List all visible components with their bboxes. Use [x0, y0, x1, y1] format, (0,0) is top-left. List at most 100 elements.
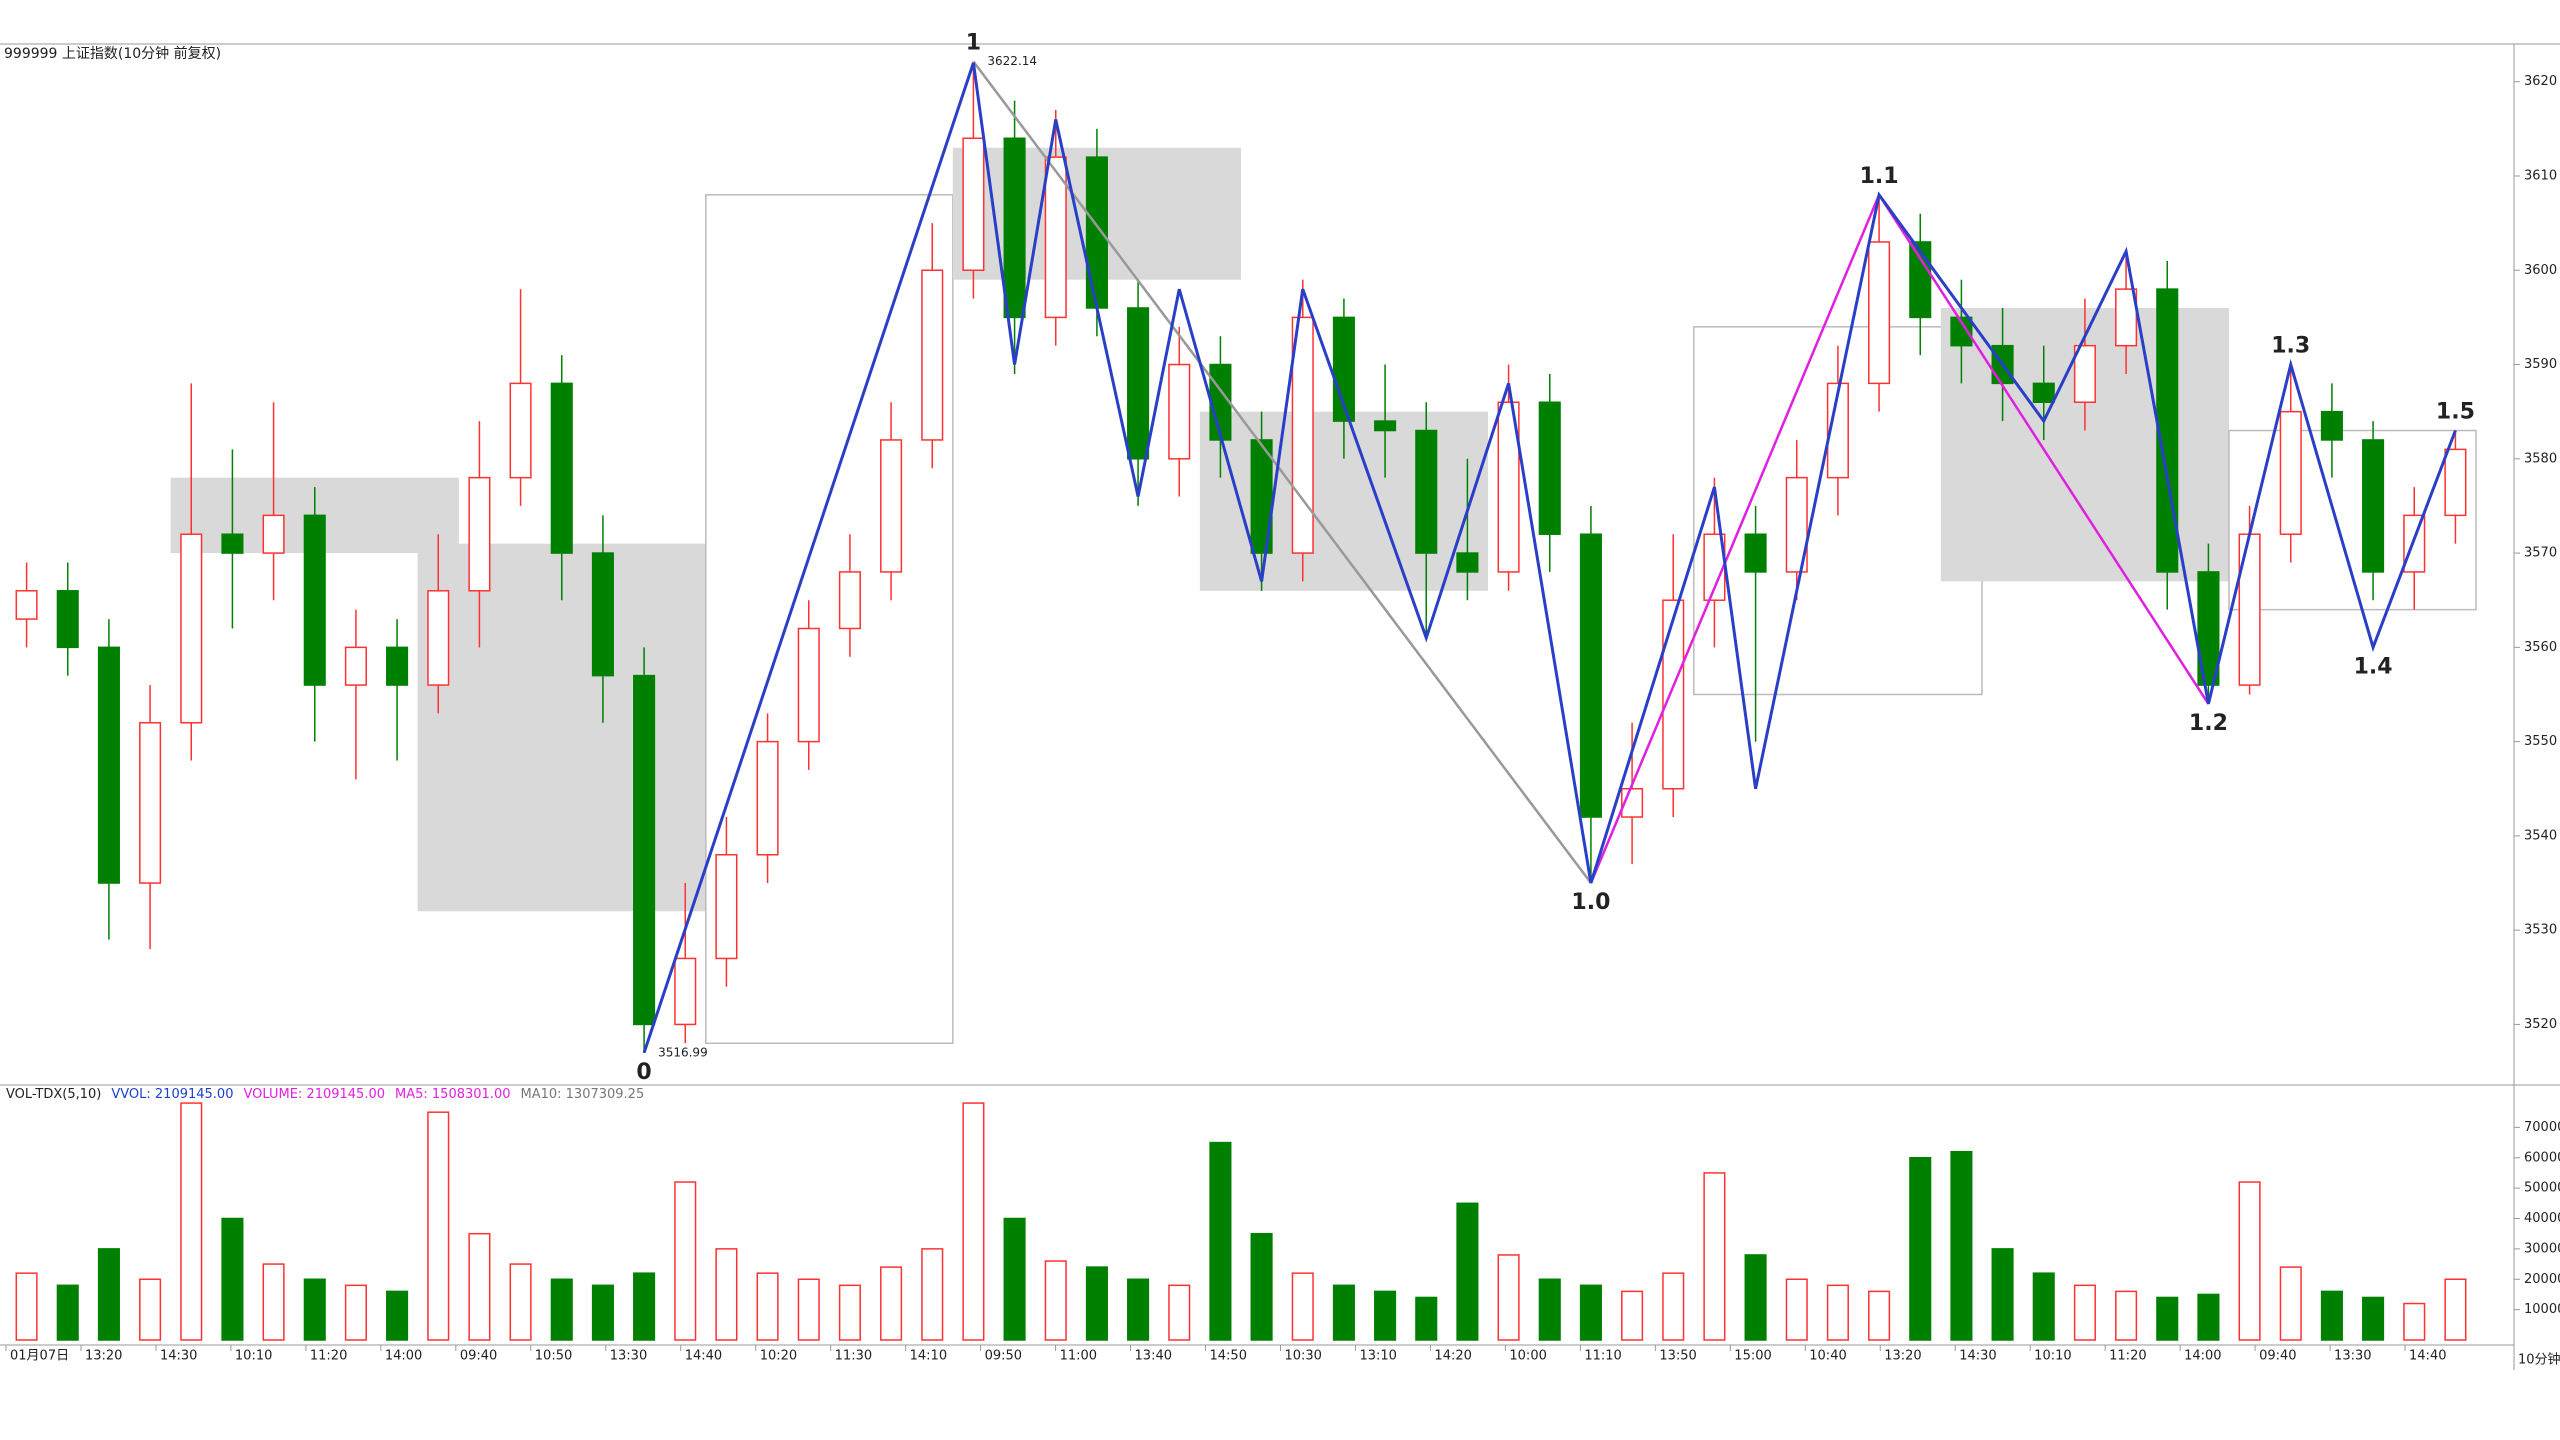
- x-tick-label: 11:20: [2109, 1349, 2146, 1364]
- candle-body: [97, 646, 120, 884]
- volume-bar: [2156, 1296, 2179, 1341]
- trend-line: [1878, 194, 2210, 705]
- x-tick-label: 10:10: [235, 1349, 272, 1364]
- volume-bar: [139, 1278, 162, 1341]
- candle-body: [797, 627, 820, 743]
- x-tick-label: 14:40: [685, 1349, 722, 1364]
- volume-bar: [1950, 1150, 1973, 1341]
- volume-bar: [1291, 1272, 1314, 1341]
- volume-bar: [1209, 1141, 1232, 1341]
- candle-body: [1044, 156, 1067, 319]
- price-zone: [417, 543, 706, 912]
- volume-bar: [15, 1272, 38, 1341]
- volume-bar: [2362, 1296, 2385, 1341]
- volume-bar: [1497, 1254, 1520, 1341]
- x-tick-label: 10:30: [1284, 1349, 1321, 1364]
- volume-bar: [1415, 1296, 1438, 1341]
- volume-bar: [1826, 1284, 1849, 1341]
- volume-bar: [1703, 1172, 1726, 1341]
- volume-bar: [2115, 1290, 2138, 1341]
- volume-bar: [56, 1284, 79, 1341]
- volume-bar: [797, 1278, 820, 1341]
- candle-body: [2279, 410, 2302, 535]
- volume-bar: [1044, 1260, 1067, 1341]
- trend-line: [972, 60, 1592, 884]
- candle-body: [509, 382, 532, 479]
- y-tick-label: 3530: [2524, 923, 2557, 938]
- candle-body: [1456, 552, 1479, 573]
- volume-bar: [1332, 1284, 1355, 1341]
- volume-tick-label: 20000: [2524, 1272, 2560, 1287]
- y-tick-label: 3620: [2524, 74, 2557, 89]
- volume-bar: [2320, 1290, 2343, 1341]
- volume-tick-label: 10000: [2524, 1302, 2560, 1317]
- y-tick-label: 3600: [2524, 263, 2557, 278]
- period-label: 10分钟: [2518, 1352, 2560, 1368]
- candle-body: [1826, 382, 1849, 479]
- x-tick-label: 09:40: [2259, 1349, 2296, 1364]
- high-price-label: 3622.14: [987, 54, 1037, 68]
- x-tick-label: 14:00: [2184, 1349, 2221, 1364]
- price-zone: [2228, 429, 2477, 611]
- volume-bar: [180, 1102, 203, 1341]
- volume-bar: [344, 1284, 367, 1341]
- volume-tick-label: 60000: [2524, 1150, 2560, 1165]
- volume-bar: [2073, 1284, 2096, 1341]
- candle-body: [386, 646, 409, 686]
- volume-bar: [838, 1284, 861, 1341]
- x-tick-label: 13:20: [85, 1349, 122, 1364]
- volume-bar: [1127, 1278, 1150, 1341]
- x-tick-label: 13:10: [1359, 1349, 1396, 1364]
- trend-line: [1589, 194, 1881, 884]
- x-tick-label: 15:00: [1734, 1349, 1771, 1364]
- wave-label: 1.1: [1860, 164, 1899, 189]
- candle-body: [303, 514, 326, 686]
- volume-bar: [880, 1266, 903, 1341]
- candle-body: [1950, 316, 1973, 347]
- x-tick-label: 10:10: [2034, 1349, 2071, 1364]
- x-tick-label: 09:40: [460, 1349, 497, 1364]
- y-tick-label: 3580: [2524, 451, 2557, 466]
- candle-body: [1868, 241, 1891, 385]
- x-tick-label: 14:30: [160, 1349, 197, 1364]
- volume-bar: [1621, 1290, 1644, 1341]
- y-tick-label: 3550: [2524, 734, 2557, 749]
- x-tick-label: 14:00: [385, 1349, 422, 1364]
- candle-body: [221, 533, 244, 554]
- x-tick-label: 11:20: [310, 1349, 347, 1364]
- candle-body: [1291, 316, 1314, 554]
- x-tick-label: 10:40: [1809, 1349, 1846, 1364]
- volume-bar: [1579, 1284, 1602, 1341]
- wave-label: 1.0: [1571, 890, 1610, 915]
- candle-body: [56, 590, 79, 649]
- volume-bar: [1909, 1157, 1932, 1341]
- candle-body: [344, 646, 367, 686]
- volume-header-item: VOLUME: 2109145.00: [243, 1087, 385, 1102]
- wave-label: 1.2: [2189, 711, 2228, 736]
- volume-bar: [1374, 1290, 1397, 1341]
- volume-bar: [1003, 1217, 1026, 1341]
- x-tick-label: 13:30: [610, 1349, 647, 1364]
- volume-bar: [1456, 1202, 1479, 1341]
- volume-bar: [386, 1290, 409, 1341]
- volume-header: VOL-TDX(5,10) VVOL: 2109145.00 VOLUME: 210…: [6, 1087, 644, 1102]
- y-tick-label: 3570: [2524, 546, 2557, 561]
- volume-bar: [2032, 1272, 2055, 1341]
- x-tick-label: 14:20: [1434, 1349, 1471, 1364]
- wave-label: 1.4: [2354, 654, 2393, 679]
- y-tick-label: 3540: [2524, 828, 2557, 843]
- x-tick-label: 10:20: [760, 1349, 797, 1364]
- x-tick-label: 11:10: [1584, 1349, 1621, 1364]
- volume-bar: [2444, 1278, 2467, 1341]
- volume-bar: [2238, 1181, 2261, 1341]
- volume-bar: [468, 1232, 491, 1341]
- volume-bar: [221, 1217, 244, 1341]
- volume-bar: [262, 1263, 285, 1341]
- candle-body: [1003, 137, 1026, 319]
- y-tick-label: 3610: [2524, 168, 2557, 183]
- candle-body: [1497, 401, 1520, 573]
- y-tick-label: 3560: [2524, 640, 2557, 655]
- candle-body: [880, 439, 903, 573]
- candle-body: [1085, 156, 1108, 309]
